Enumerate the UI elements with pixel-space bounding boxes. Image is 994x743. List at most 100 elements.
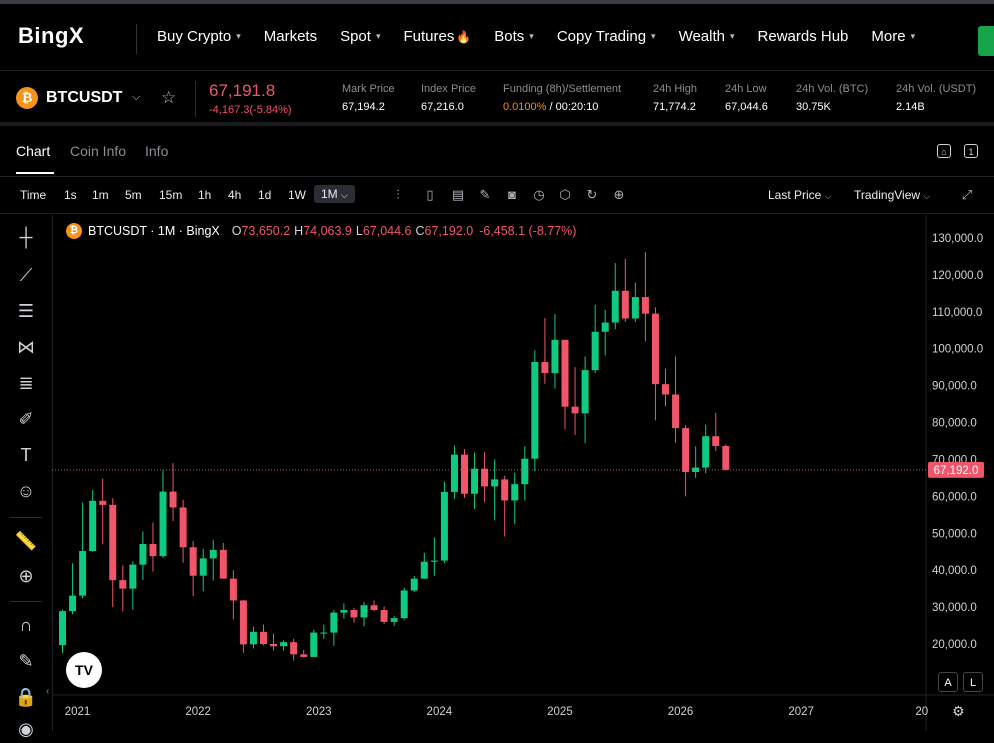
candle-body[interactable] <box>79 550 87 596</box>
candle-body[interactable] <box>631 297 639 319</box>
nav-item-markets[interactable]: Markets <box>264 28 317 45</box>
candle-body[interactable] <box>662 384 669 395</box>
candle-body[interactable] <box>491 479 499 487</box>
lock-drawing-icon[interactable]: ✎ <box>18 651 34 671</box>
candle-body[interactable] <box>511 484 519 501</box>
candle-body[interactable] <box>531 362 539 459</box>
camera-icon[interactable]: ◙ <box>508 187 516 202</box>
candle-body[interactable] <box>410 578 418 591</box>
nav-item-bots[interactable]: Bots ▾ <box>494 28 534 45</box>
candle-body[interactable] <box>611 290 619 323</box>
candle-body[interactable] <box>430 560 438 562</box>
candle-body[interactable] <box>481 468 489 487</box>
stat-label[interactable]: Mark Price <box>342 83 395 95</box>
alarm-icon[interactable]: ◷ <box>533 187 545 202</box>
favorite-star-icon[interactable]: ☆ <box>161 88 177 107</box>
candle-body[interactable] <box>581 370 589 414</box>
candle-body[interactable] <box>69 595 77 612</box>
candle-body[interactable] <box>129 564 137 589</box>
candle-body[interactable] <box>169 491 177 508</box>
add-icon[interactable]: ⊕ <box>613 187 625 202</box>
nav-item-buy-crypto[interactable]: Buy Crypto ▾ <box>157 28 241 45</box>
candle-body[interactable] <box>641 297 649 314</box>
undo-icon[interactable]: ↻ <box>586 187 598 202</box>
candle-body[interactable] <box>420 561 428 579</box>
interval-1s[interactable]: 1s <box>64 188 77 202</box>
candle-body[interactable] <box>209 549 217 559</box>
candle-body[interactable] <box>340 610 348 613</box>
candle-body[interactable] <box>89 500 97 551</box>
lock-icon[interactable]: 🔒 <box>14 687 38 707</box>
ruler-icon[interactable]: 📏 <box>14 531 38 551</box>
candle-body[interactable] <box>149 543 157 557</box>
interval-1m[interactable]: 1m <box>92 188 109 202</box>
chevron-down-icon[interactable]: ⌵ <box>132 91 141 103</box>
stat-label[interactable]: Index Price <box>421 83 477 95</box>
promo-icon[interactable] <box>978 26 994 56</box>
candle-body[interactable] <box>59 611 66 646</box>
fullscreen-panel-icon[interactable]: 1 <box>964 144 978 158</box>
candle-body[interactable] <box>139 543 147 565</box>
candle-body[interactable] <box>270 644 278 647</box>
tab-info[interactable]: Info <box>145 143 169 159</box>
candle-body[interactable] <box>672 394 680 429</box>
symbol-selector[interactable]: BTCUSDT <box>46 89 123 106</box>
nav-item-rewards-hub[interactable]: Rewards Hub <box>758 28 849 45</box>
brush-icon[interactable]: ✐ <box>18 409 34 429</box>
indicators-icon[interactable]: ⫶ <box>396 187 400 202</box>
candle-body[interactable] <box>380 610 388 622</box>
candlestick-chart[interactable]: 130,000.0 120,000.0 110,000.0 100,000.0 90,0… <box>52 215 994 731</box>
candle-body[interactable] <box>229 578 237 601</box>
view-mode-dropdown[interactable]: TradingView ⌵ <box>854 188 930 202</box>
candle-body[interactable] <box>390 618 398 622</box>
auto-scale-button[interactable]: A <box>938 672 958 692</box>
candle-type-icon[interactable]: ▯ <box>426 187 434 202</box>
candle-body[interactable] <box>249 631 257 645</box>
collapse-toolbar-icon[interactable]: ‹ <box>46 686 50 697</box>
candle-body[interactable] <box>591 331 599 371</box>
emoji-icon[interactable]: ☺ <box>16 481 36 501</box>
candle-body[interactable] <box>541 362 549 374</box>
candle-body[interactable] <box>722 445 730 470</box>
candle-body[interactable] <box>320 632 328 634</box>
candle-body[interactable] <box>290 642 298 655</box>
nav-item-more[interactable]: More ▾ <box>871 28 915 45</box>
candle-body[interactable] <box>330 612 338 633</box>
candle-body[interactable] <box>370 605 378 611</box>
interval-selected[interactable]: 1M ⌵ <box>314 185 355 203</box>
crosshair-icon[interactable]: ┼ <box>19 227 33 247</box>
tab-chart[interactable]: Chart <box>16 143 51 159</box>
candle-body[interactable] <box>501 479 509 501</box>
text-tool-icon[interactable]: T <box>20 445 32 465</box>
candle-body[interactable] <box>360 605 368 618</box>
magnet-icon[interactable]: ∩ <box>19 615 33 635</box>
candle-body[interactable] <box>119 580 127 589</box>
candle-body[interactable] <box>300 654 308 657</box>
interval-1w[interactable]: 1W <box>288 188 306 202</box>
candle-body[interactable] <box>440 491 448 561</box>
settings-hex-icon[interactable]: ⬡ <box>559 187 571 202</box>
bingx-logo[interactable]: BingX <box>18 23 85 48</box>
pattern-icon[interactable]: ⋈ <box>17 337 35 357</box>
interval-4h[interactable]: 4h <box>228 188 242 202</box>
candle-body[interactable] <box>219 549 227 579</box>
candle-body[interactable] <box>601 322 609 332</box>
zoom-in-icon[interactable]: ⊕ <box>18 566 34 586</box>
candle-body[interactable] <box>561 339 569 407</box>
candle-body[interactable] <box>682 428 690 473</box>
screenshot-lock-icon[interactable]: ⌂ <box>937 144 951 158</box>
horizontal-lines-icon[interactable]: ☰ <box>17 301 35 321</box>
interval-15m[interactable]: 15m <box>159 188 183 202</box>
log-scale-button[interactable]: L <box>963 672 983 692</box>
interval-1h[interactable]: 1h <box>198 188 212 202</box>
chart-settings-gear-icon[interactable]: ⚙ <box>952 703 965 719</box>
candle-body[interactable] <box>239 600 247 645</box>
candle-body[interactable] <box>621 290 629 319</box>
interval-5m[interactable]: 5m <box>125 188 142 202</box>
candle-body[interactable] <box>461 454 468 494</box>
nav-item-futures[interactable]: Futures 🔥 <box>403 28 471 45</box>
candle-body[interactable] <box>450 454 458 492</box>
interval-1d[interactable]: 1d <box>258 188 272 202</box>
drawing-pencil-icon[interactable]: ✎ <box>479 187 491 202</box>
time-label[interactable]: Time <box>20 188 47 202</box>
